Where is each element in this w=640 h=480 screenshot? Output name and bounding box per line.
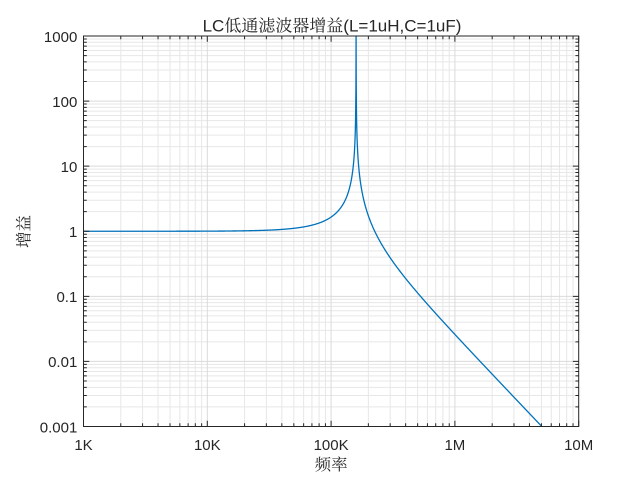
svg-text:10K: 10K — [194, 437, 221, 454]
svg-text:0.01: 0.01 — [48, 354, 77, 371]
svg-text:1000: 1000 — [44, 29, 77, 46]
svg-text:1M: 1M — [444, 437, 465, 454]
svg-text:0.001: 0.001 — [40, 419, 78, 436]
svg-text:0.1: 0.1 — [56, 289, 77, 306]
svg-text:LC: LC — [203, 17, 225, 36]
svg-text:100K: 100K — [314, 437, 349, 454]
svg-text:10: 10 — [61, 159, 78, 176]
svg-text:(L=1uH,C=1uF): (L=1uH,C=1uF) — [343, 17, 461, 36]
svg-text:1K: 1K — [74, 437, 92, 454]
svg-text:1: 1 — [69, 224, 77, 241]
svg-text:100: 100 — [52, 94, 77, 111]
svg-text:10M: 10M — [564, 437, 593, 454]
